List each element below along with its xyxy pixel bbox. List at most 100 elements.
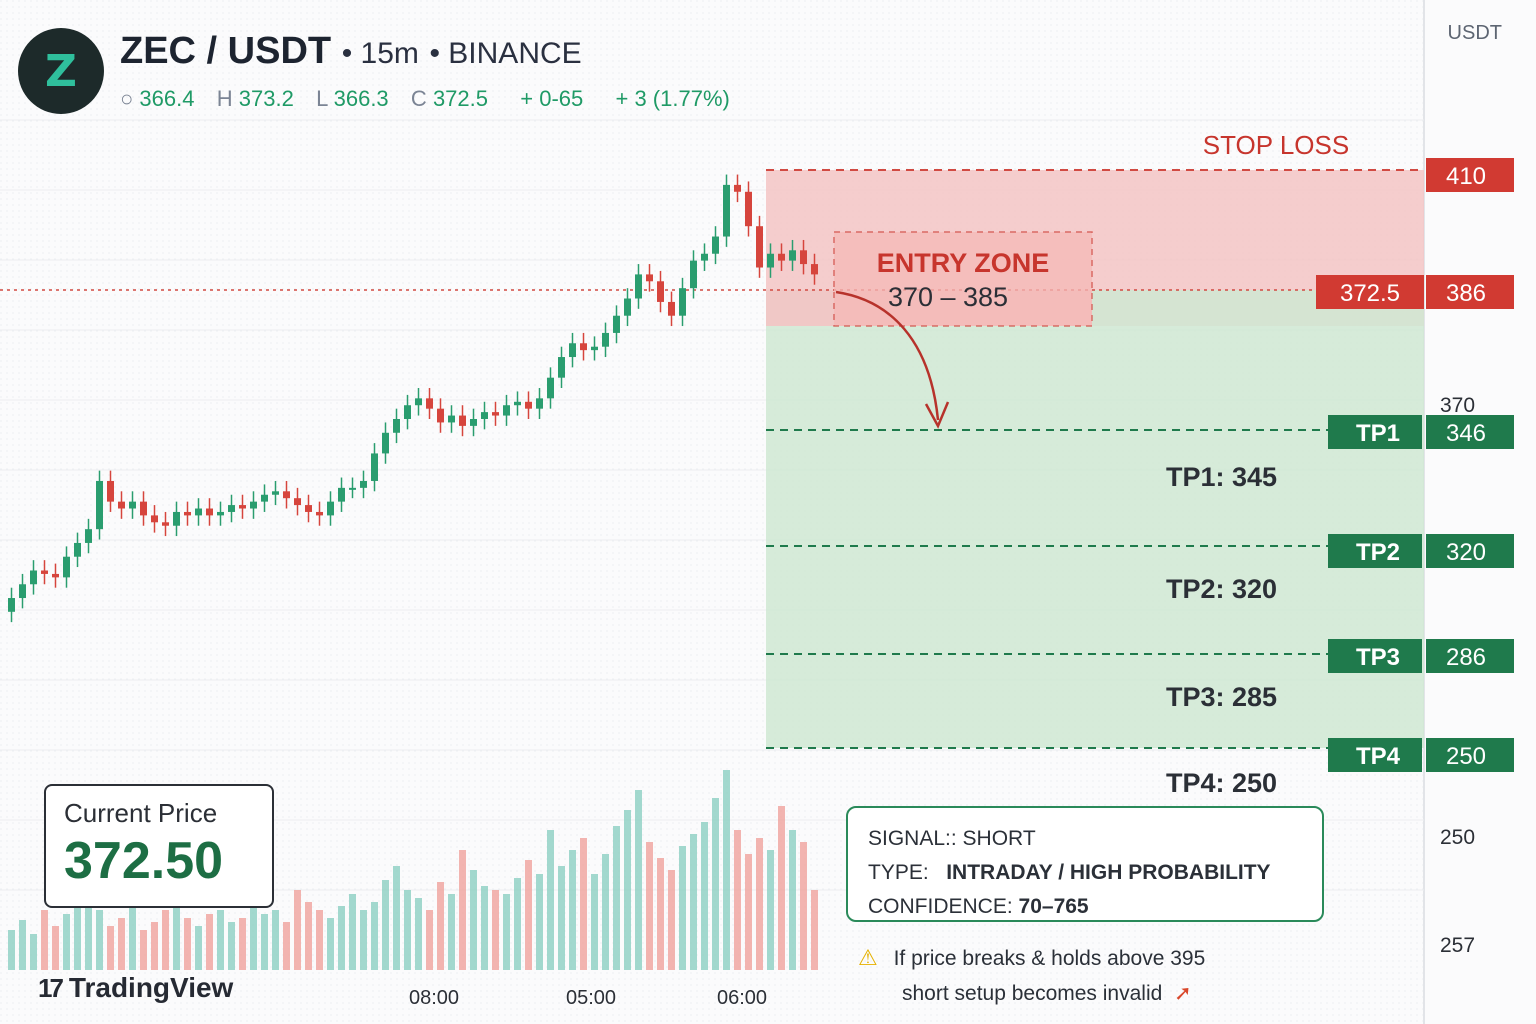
volume-bar [690, 834, 697, 970]
tp2-text: TP2: 320 [1166, 574, 1277, 604]
candle-body [52, 573, 59, 578]
candle-body [74, 542, 81, 557]
type-value: INTRADAY / HIGH PROBABILITY [946, 861, 1271, 884]
volume-bar [184, 918, 191, 970]
candle-body [393, 419, 400, 433]
candle-body [426, 398, 433, 409]
candle-body [657, 281, 664, 302]
volume-bar [41, 910, 48, 970]
candle-body [404, 405, 411, 419]
open-label: ○ [120, 86, 134, 111]
volume-bar [195, 926, 202, 970]
signal-card: SIGNAL:: SHORT TYPE: INTRADAY / HIGH PRO… [846, 806, 1324, 922]
candle-body [646, 274, 653, 282]
tag-tp3-name [1328, 639, 1422, 673]
interval[interactable]: 15m [360, 37, 419, 70]
volume-bar [503, 894, 510, 970]
confidence-label: CONFIDENCE: [868, 895, 1013, 918]
volume-bar [437, 882, 444, 970]
volume-bar [734, 830, 741, 970]
candle-body [85, 529, 92, 543]
volume-bar [85, 890, 92, 970]
tp1-text: TP1: 345 [1166, 462, 1277, 492]
candle-body [272, 491, 279, 495]
axis-label-370: 370 [1440, 394, 1475, 417]
symbol-title[interactable]: ZEC / USDT • 15m • BINANCE [120, 30, 582, 73]
volume-bar [272, 910, 279, 970]
candle-body [679, 288, 686, 316]
rocket-icon: ➚ [1174, 982, 1192, 1005]
volume-bar [173, 902, 180, 970]
candle-body [624, 298, 631, 316]
volume-bar [635, 790, 642, 970]
candle-body [118, 501, 125, 509]
candle-body [690, 260, 697, 289]
volume-bar [525, 860, 532, 970]
candle-body [327, 501, 334, 516]
candle-body [745, 191, 752, 227]
candle-body [569, 343, 576, 358]
volume-bar [756, 838, 763, 970]
current-price-label: Current Price [64, 798, 218, 828]
exchange: BINANCE [448, 37, 582, 70]
change-percent: + 3 (1.77%) [615, 86, 730, 111]
volume-bar [107, 926, 114, 970]
tradingview-logo[interactable]: 17 TradingView [38, 972, 233, 1004]
candle-body [162, 522, 169, 526]
warning-text-1: If price breaks & holds above [893, 947, 1165, 970]
volume-bar [492, 890, 499, 970]
volume-bar [646, 842, 653, 970]
invalidation-warning: ⚠ If price breaks & holds above 395 shor… [858, 940, 1205, 1011]
candle-body [635, 274, 642, 299]
candle-body [294, 498, 301, 506]
volume-bar [151, 922, 158, 970]
volume-bar [162, 910, 169, 970]
volume-bar [745, 854, 752, 970]
candle-body [371, 453, 378, 481]
candle-body [305, 505, 312, 512]
time-tick-0800: 08:00 [409, 987, 459, 1009]
tp3-text: TP3: 285 [1166, 682, 1277, 712]
volume-bar [371, 902, 378, 970]
volume-bar [261, 914, 268, 970]
candle-body [811, 264, 818, 275]
candle-body [151, 515, 158, 523]
tag-tp1-text: 346 [1446, 420, 1486, 447]
volume-bar [349, 894, 356, 970]
candle-body [349, 487, 356, 490]
volume-bar [129, 906, 136, 970]
volume-bar [602, 854, 609, 970]
current-price-box: Current Price 372.50 [44, 784, 274, 908]
volume-bar [514, 878, 521, 970]
volume-bar [481, 886, 488, 970]
title-separator-2: • [429, 37, 449, 70]
volume-bar [360, 910, 367, 970]
confidence-row: CONFIDENCE: 70–765 [868, 890, 1302, 924]
entry-zone-range: 370 – 385 [888, 282, 1008, 312]
volume-bar [217, 910, 224, 970]
volume-bar [228, 922, 235, 970]
axis-label-257: 257 [1440, 934, 1475, 957]
candle-body [382, 432, 389, 454]
candle-body [613, 315, 620, 333]
warning-line-1: ⚠ If price breaks & holds above 395 [858, 940, 1205, 976]
volume-bar [239, 918, 246, 970]
candle-body [206, 508, 213, 516]
candle-body [778, 253, 785, 261]
candle-body [96, 480, 103, 530]
volume-bar [657, 858, 664, 970]
close-label: C [410, 86, 427, 111]
candle-body [173, 511, 180, 526]
stop-loss-label: STOP LOSS [1203, 130, 1349, 160]
candle-body [228, 505, 235, 512]
volume-bar [789, 830, 796, 970]
tp4-text: TP4: 250 [1166, 768, 1277, 798]
low-label: L [316, 86, 328, 111]
signal-row: SIGNAL:: SHORT [868, 822, 1302, 856]
volume-bar [767, 850, 774, 970]
candle-body [470, 419, 477, 426]
volume-bar [19, 920, 26, 970]
zcash-logo-letter: Z [45, 45, 77, 97]
volume-bar [8, 930, 15, 970]
